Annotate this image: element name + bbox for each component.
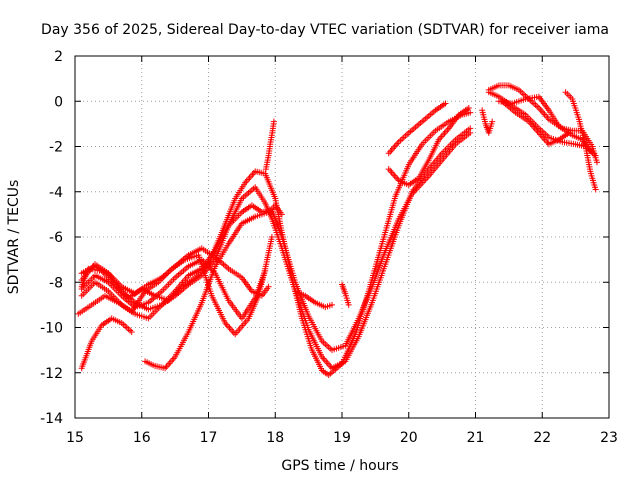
plus-markers <box>78 125 474 372</box>
plus-markers <box>262 118 277 173</box>
x-tick-label: 19 <box>333 430 351 446</box>
data-points <box>75 82 600 378</box>
series-track-1 <box>78 109 474 378</box>
x-axis-ticks: 15 16 17 18 19 20 21 22 23 <box>66 56 618 446</box>
plus-markers <box>385 105 472 188</box>
series-track-12 <box>385 105 472 188</box>
x-tick-label: 18 <box>266 430 284 446</box>
x-tick-label: 16 <box>133 430 151 446</box>
y-tick-label: -6 <box>49 230 63 246</box>
y-tick-label: -14 <box>40 411 63 427</box>
x-tick-label: 22 <box>533 430 551 446</box>
series-track-3 <box>78 129 474 354</box>
plus-markers <box>562 89 599 193</box>
plus-markers <box>499 98 572 148</box>
grid <box>75 56 609 418</box>
series-track-19 <box>562 89 599 193</box>
x-tick-label: 20 <box>400 430 418 446</box>
series-track-14 <box>479 107 496 136</box>
y-axis-ticks: -14 -12 -10 -8 -6 -4 -2 0 2 <box>40 49 609 427</box>
chart-title: Day 356 of 2025, Sidereal Day-to-day VTE… <box>41 22 609 38</box>
plus-markers <box>78 109 474 378</box>
plus-markers <box>78 315 135 372</box>
x-tick-label: 23 <box>600 430 618 446</box>
plus-markers <box>339 281 352 308</box>
x-axis-title: GPS time / hours <box>281 458 398 474</box>
series-track-9 <box>262 118 277 173</box>
series-track-8 <box>142 202 285 372</box>
y-tick-label: -4 <box>49 185 63 201</box>
series-track-18 <box>499 98 572 148</box>
x-tick-label: 21 <box>467 430 485 446</box>
series-track-2 <box>78 125 474 372</box>
y-axis-title: SDTVAR / TECUs <box>6 180 22 295</box>
x-tick-label: 15 <box>66 430 84 446</box>
plus-markers <box>479 107 496 136</box>
x-tick-label: 17 <box>200 430 218 446</box>
series-track-10 <box>292 288 335 311</box>
plus-markers <box>78 129 474 354</box>
plot-frame <box>74 55 610 419</box>
series-track-6 <box>75 234 275 338</box>
series-track-11 <box>339 281 352 308</box>
y-tick-label: -12 <box>40 366 63 382</box>
series-track-13 <box>385 100 449 157</box>
plus-markers <box>75 234 275 338</box>
y-tick-label: -10 <box>40 321 63 337</box>
plus-markers <box>292 288 335 311</box>
y-tick-label: 2 <box>54 49 63 65</box>
series-track-7 <box>78 315 135 372</box>
y-tick-label: -8 <box>49 275 63 291</box>
y-tick-label: -2 <box>49 140 63 156</box>
y-tick-label: 0 <box>54 94 63 110</box>
plus-markers <box>385 100 449 157</box>
plus-markers <box>142 202 285 372</box>
